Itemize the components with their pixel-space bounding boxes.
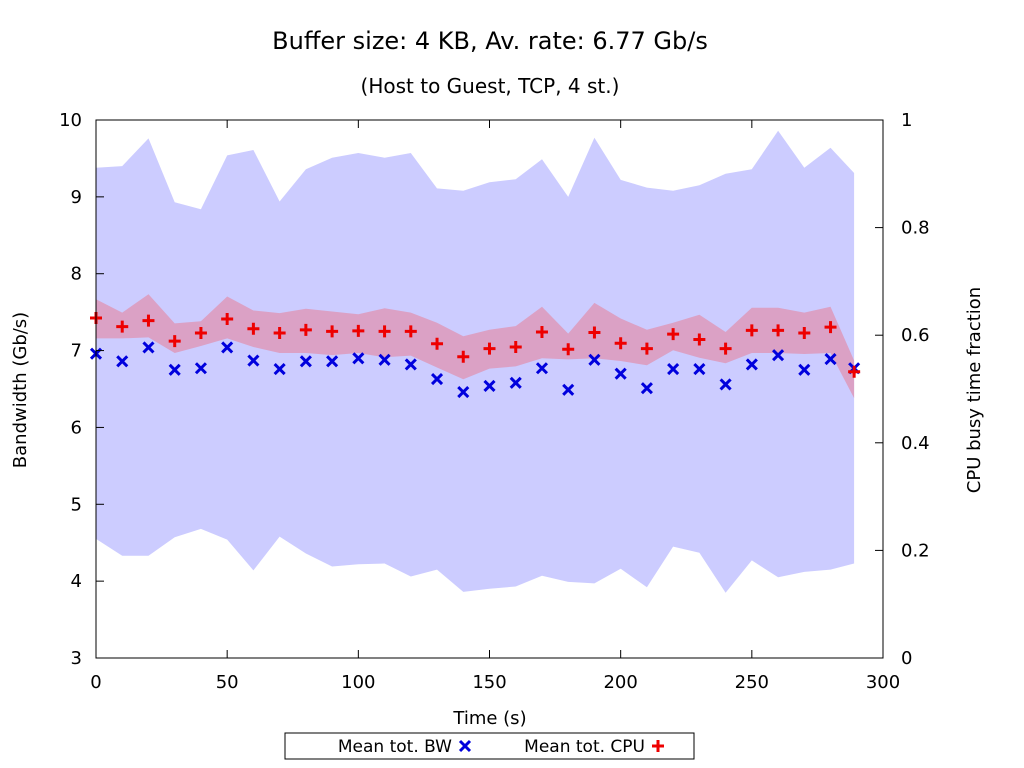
bw-point [378,353,391,366]
legend-marker-bw [458,739,472,753]
y-tick-label: 3 [71,648,82,669]
bw-point [772,349,785,362]
bw-point [273,362,286,376]
bw-point [404,358,417,371]
y-axis-label: Bandwidth (Gb/s) [10,312,31,468]
cpu-point [772,324,785,337]
x-tick-label: 300 [866,672,900,693]
y2-tick-label: 0.8 [901,218,930,239]
y-tick-label: 10 [59,110,82,131]
cpu-point [457,350,470,363]
legend-box [284,732,695,760]
cpu-point [798,327,811,340]
y2-tick-label: 0 [901,648,912,669]
x-tick-label: 200 [603,672,637,693]
bw-point [299,355,312,368]
bw-point [745,358,758,371]
cpu-point [247,322,260,335]
cpu-point [194,327,207,340]
chart-subtitle: (Host to Guest, TCP, 4 st.) [361,74,620,98]
x-axis-label: Time (s) [452,708,526,729]
y2-axis-label: CPU busy time fraction [964,287,985,493]
cpu-point [719,342,732,355]
y-tick-label: 6 [71,417,82,438]
bw-point [640,382,653,395]
cpu-point [483,342,496,355]
cpu-point [116,320,129,333]
cpu-point [221,313,234,326]
x-tick-label: 50 [216,672,239,693]
y-tick-label: 8 [71,264,82,285]
x-tick-label: 100 [341,672,375,693]
cpu-point [667,328,680,341]
cpu-point [378,325,391,338]
bw-point [221,341,234,354]
bw-point [667,362,680,376]
cpu-point [431,337,444,350]
axis-ticks: 0 50 100 150 200 250 30034567891000.20.40.60.8… [59,110,930,693]
bw-point [116,355,129,368]
x-tick-label: 250 [735,672,769,693]
y-tick-label: 5 [71,494,82,515]
cpu-point [404,325,417,338]
bw-point [142,341,155,354]
chart-title: Buffer size: 4 KB, Av. rate: 6.77 Gb/s [272,27,708,55]
bw-point [719,378,732,391]
cpu-point [326,325,339,338]
bw-point [168,363,181,376]
bw-point [247,354,260,367]
bw-point [326,355,339,368]
bw-point [457,386,470,399]
bw-point [824,352,837,366]
bw-point [535,362,549,375]
cpu-point [535,325,548,338]
y-tick-label: 9 [71,187,82,208]
bw-point [509,376,522,389]
y2-tick-label: 0.6 [901,325,930,346]
bw-point [430,372,444,386]
bw-point [588,353,601,366]
bw-point [483,379,496,392]
legend-label-cpu: Mean tot. CPU [524,737,645,757]
cpu-point [273,327,286,340]
cpu-point [693,333,706,346]
x-tick-label: 0 [90,672,101,693]
cpu-point [562,343,575,356]
cpu-point [142,314,155,327]
y2-tick-label: 1 [901,110,912,131]
cpu-point [352,324,365,337]
cpu-point [614,337,627,350]
y2-tick-label: 0.2 [901,540,930,561]
bw-point [562,383,575,396]
x-tick-label: 150 [472,672,506,693]
bw-point [352,352,365,365]
legend-marker-cpu [652,740,664,752]
bw-point [194,362,207,375]
y-tick-label: 7 [71,341,82,362]
cpu-point [168,335,181,348]
bw-point [798,363,811,376]
band-cpu [96,294,855,399]
cpu-point [824,321,837,334]
cpu-point [588,326,601,339]
confidence-bands [96,130,855,593]
data-markers [89,311,861,399]
cpu-point [509,341,522,354]
cpu-point [640,342,653,355]
legend: Mean tot. BW Mean tot. CPU [284,732,695,760]
bw-point [693,362,706,376]
cpu-point [745,324,758,337]
y-tick-label: 4 [71,571,82,592]
cpu-point [848,365,861,378]
cpu-point [299,323,312,336]
bw-point [614,367,627,380]
legend-label-bw: Mean tot. BW [338,737,452,757]
y2-tick-label: 0.4 [901,433,930,454]
